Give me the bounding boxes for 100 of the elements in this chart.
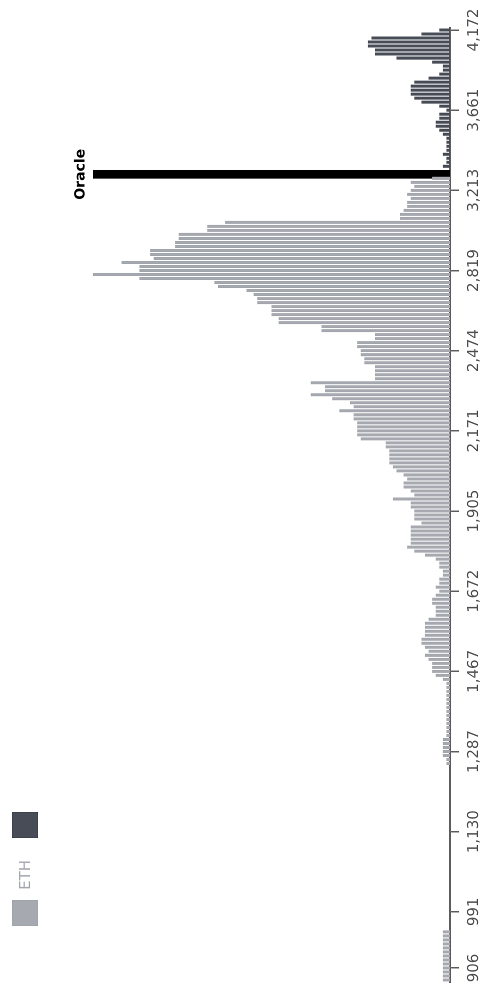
bar (360, 353, 450, 356)
bar (414, 510, 450, 513)
bar (439, 128, 450, 132)
bar (432, 670, 450, 673)
y-tick-label: 1,467 (464, 650, 482, 693)
bar (442, 132, 450, 136)
bar (439, 578, 450, 581)
bar (175, 240, 450, 244)
bar (425, 630, 450, 633)
bar (407, 546, 450, 549)
bar (360, 349, 450, 352)
bar (432, 662, 450, 665)
bar (428, 650, 450, 653)
bar (439, 562, 450, 565)
bar (310, 381, 450, 384)
bar (442, 958, 450, 962)
bar (357, 421, 450, 424)
bar (357, 429, 450, 432)
bar (310, 393, 450, 396)
y-tick-label: 1,130 (464, 810, 482, 854)
bar (428, 658, 450, 661)
bar (414, 96, 450, 100)
bar (414, 514, 450, 517)
bar (442, 746, 450, 750)
bar (272, 313, 450, 316)
bar (410, 84, 450, 88)
bar (357, 425, 450, 428)
bar (436, 586, 450, 589)
bar (368, 44, 450, 48)
y-tick-label: 906 (464, 954, 482, 982)
bar (442, 934, 450, 938)
bar (446, 694, 450, 697)
bar (407, 204, 450, 208)
bar (93, 170, 450, 179)
bar (446, 706, 450, 709)
bar (321, 329, 450, 332)
bar (442, 978, 450, 982)
bar (436, 124, 450, 128)
bar (442, 164, 450, 168)
bar (446, 156, 450, 160)
bar (375, 52, 450, 56)
bar (428, 618, 450, 621)
bar (446, 686, 450, 689)
y-tick-label: 2,819 (464, 249, 482, 292)
bar (400, 212, 450, 216)
bar (407, 477, 450, 480)
y-tick-label: 1,672 (464, 570, 482, 613)
bar (414, 184, 450, 188)
bar (407, 200, 450, 204)
bar (446, 726, 450, 729)
bar (357, 345, 450, 348)
bar (257, 301, 450, 304)
bar (389, 457, 450, 460)
bar (410, 88, 450, 92)
bar (386, 445, 450, 448)
bar (442, 570, 450, 573)
bar (439, 116, 450, 120)
bar (436, 610, 450, 613)
bar (442, 966, 450, 970)
bar (410, 188, 450, 192)
bar (404, 208, 450, 212)
bar (375, 373, 450, 376)
bar (371, 36, 450, 40)
bar (432, 602, 450, 605)
bar (410, 534, 450, 537)
bar (436, 674, 450, 677)
bar (150, 252, 450, 256)
bar (425, 654, 450, 657)
bar (410, 180, 450, 184)
y-tick-label: 2,171 (464, 409, 482, 452)
bar (446, 698, 450, 701)
bar (272, 309, 450, 312)
bar (410, 196, 450, 200)
bar (357, 341, 450, 344)
bar (446, 136, 450, 140)
y-tick-label: 3,213 (464, 168, 482, 212)
bar (364, 357, 450, 360)
bar (150, 248, 450, 252)
bar (178, 232, 450, 236)
bar (436, 120, 450, 124)
bar (446, 714, 450, 717)
bar (446, 160, 450, 164)
bar (442, 152, 450, 156)
y-tick-label: 1,905 (464, 490, 482, 532)
bar (425, 634, 450, 637)
bar (93, 273, 450, 276)
bar (439, 112, 450, 116)
bar (410, 526, 450, 529)
y-tick-label: 1,287 (464, 730, 482, 773)
bar (218, 285, 450, 288)
bar (339, 409, 450, 412)
bar (446, 140, 450, 144)
bar (439, 582, 450, 585)
bar (368, 40, 450, 44)
bar (410, 530, 450, 533)
bar (446, 148, 450, 152)
bar (404, 481, 450, 484)
bar (442, 950, 450, 954)
bar (442, 954, 450, 958)
bar (410, 542, 450, 545)
